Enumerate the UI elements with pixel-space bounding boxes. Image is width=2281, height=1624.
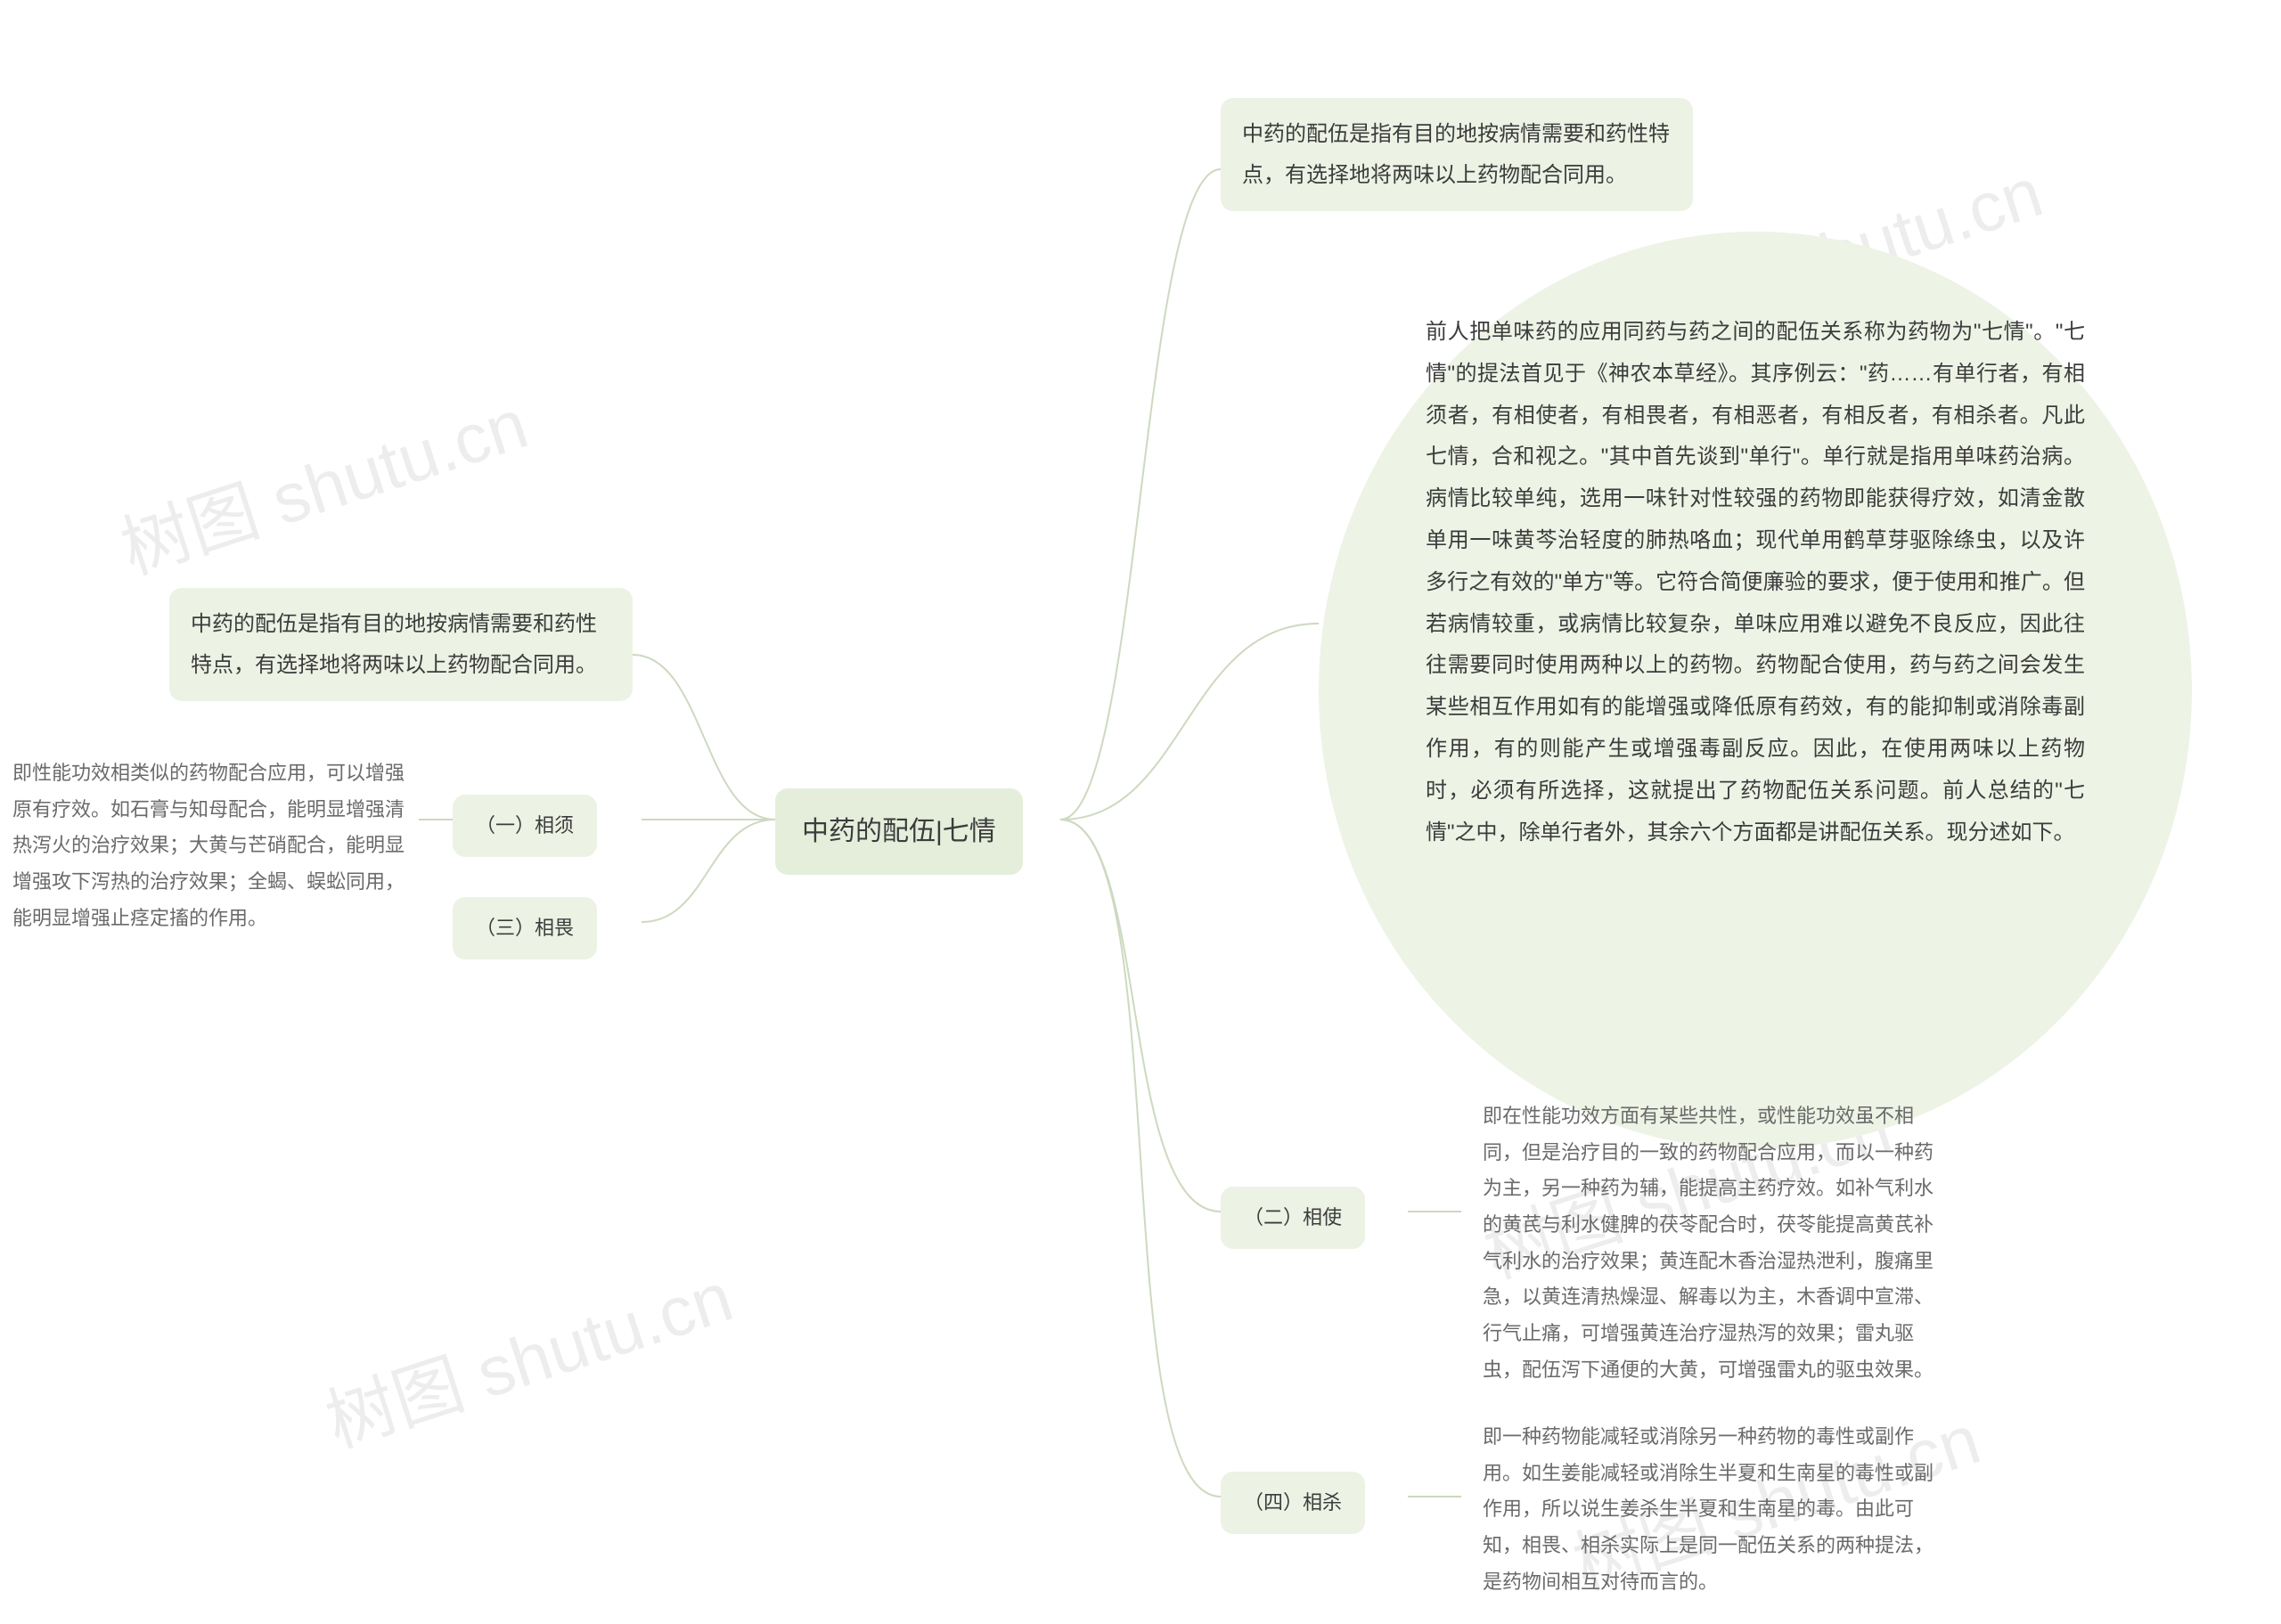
node-two[interactable]: （二）相使 [1221,1187,1365,1249]
node-one[interactable]: （一）相须 [453,795,597,857]
node-intro-top[interactable]: 中药的配伍是指有目的地按病情需要和药性特点，有选择地将两味以上药物配合同用。 [1221,98,1693,211]
node-one-desc: 即性能功效相类似的药物配合应用，可以增强原有疗效。如石膏与知母配合，能明显增强清… [0,739,428,952]
center-node[interactable]: 中药的配伍|七情 [775,788,1023,875]
node-three[interactable]: （三）相畏 [453,897,597,959]
node-four[interactable]: （四）相杀 [1221,1472,1365,1534]
watermark: 树图 shutu.cn [107,369,538,594]
node-four-desc: 即一种药物能减轻或消除另一种药物的毒性或副作用。如生姜能减轻或消除生半夏和生南星… [1461,1403,1960,1616]
watermark: 树图 shutu.cn [312,1242,743,1467]
node-big-passage[interactable]: 前人把单味药的应用同药与药之间的配伍关系称为药物为"七情"。"七情"的提法首见于… [1319,232,2192,1149]
node-two-desc: 即在性能功效方面有某些共性，或性能功效虽不相同，但是治疗目的一致的药物配合应用，… [1461,1082,1960,1405]
node-intro-left[interactable]: 中药的配伍是指有目的地按病情需要和药性特点，有选择地将两味以上药物配合同用。 [169,588,633,701]
